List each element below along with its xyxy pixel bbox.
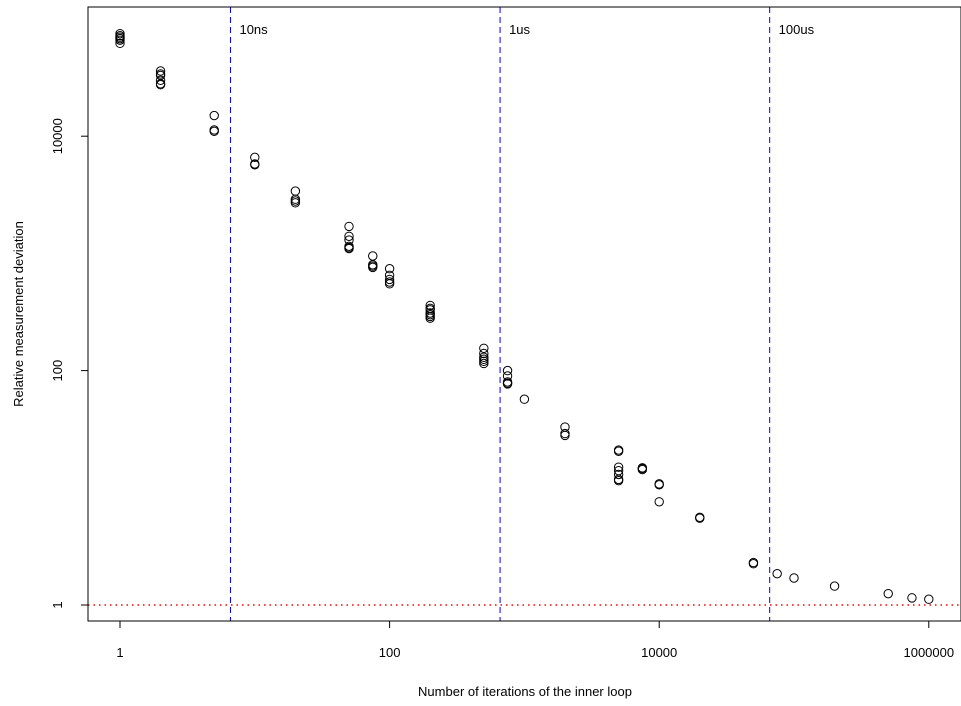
data-point: [250, 152, 260, 163]
data-point: [368, 262, 378, 273]
data-point: [115, 31, 125, 41]
x-tick-label: 1: [116, 645, 123, 660]
data-point: [613, 469, 624, 480]
y-axis: 1 100 10000: [50, 118, 89, 609]
data-point: [560, 428, 570, 439]
data-point: [155, 80, 166, 90]
data-point: [115, 38, 125, 49]
data-point: [772, 568, 782, 579]
data-point: [344, 221, 354, 232]
reference-label-100us: 100us: [779, 22, 815, 37]
data-point: [155, 75, 166, 85]
data-point: [344, 231, 354, 241]
data-point: [250, 160, 260, 170]
data-point: [479, 352, 489, 362]
data-points: [115, 28, 934, 604]
data-point: [479, 358, 489, 369]
data-point: [290, 194, 301, 204]
x-axis-title: Number of iterations of the inner loop: [418, 684, 632, 699]
data-point: [290, 198, 301, 208]
x-axis: 1 100 10000 1000000: [116, 620, 954, 660]
data-point: [425, 300, 435, 311]
x-tick-label: 1000000: [903, 645, 954, 660]
y-tick-label: 100: [50, 360, 65, 382]
data-point: [613, 446, 624, 456]
data-point: [924, 594, 934, 604]
data-point: [519, 394, 530, 404]
data-point: [479, 343, 489, 353]
data-point: [209, 110, 219, 121]
data-point: [748, 557, 759, 568]
y-tick-label: 1: [50, 601, 65, 608]
y-axis-title: Relative measurement deviation: [11, 221, 26, 407]
data-point: [502, 365, 513, 376]
data-point: [789, 573, 799, 583]
y-tick-label: 10000: [50, 118, 65, 154]
data-point: [384, 274, 395, 285]
data-point: [155, 66, 166, 76]
data-point: [654, 480, 664, 490]
x-tick-label: 100: [379, 645, 401, 660]
data-point: [425, 308, 435, 318]
reference-label-1us: 1us: [509, 22, 530, 37]
data-point: [907, 593, 917, 603]
data-point: [344, 242, 354, 253]
data-point: [209, 125, 219, 135]
reference-lines: 10ns 1us 100us: [88, 7, 961, 621]
data-point: [384, 264, 395, 274]
data-point: [613, 474, 624, 485]
data-point: [368, 260, 378, 270]
data-point: [695, 512, 705, 523]
reference-label-10ns: 10ns: [239, 22, 268, 37]
data-point: [654, 497, 664, 507]
data-point: [425, 303, 435, 314]
data-point: [479, 348, 489, 359]
data-point: [115, 33, 125, 44]
data-point: [155, 69, 166, 79]
data-point: [613, 462, 624, 472]
x-tick-label: 10000: [641, 645, 677, 660]
data-point: [479, 356, 489, 367]
data-point: [883, 588, 893, 599]
data-point: [829, 581, 840, 591]
data-point: [502, 377, 513, 387]
data-point: [637, 463, 648, 474]
data-point: [384, 279, 395, 289]
